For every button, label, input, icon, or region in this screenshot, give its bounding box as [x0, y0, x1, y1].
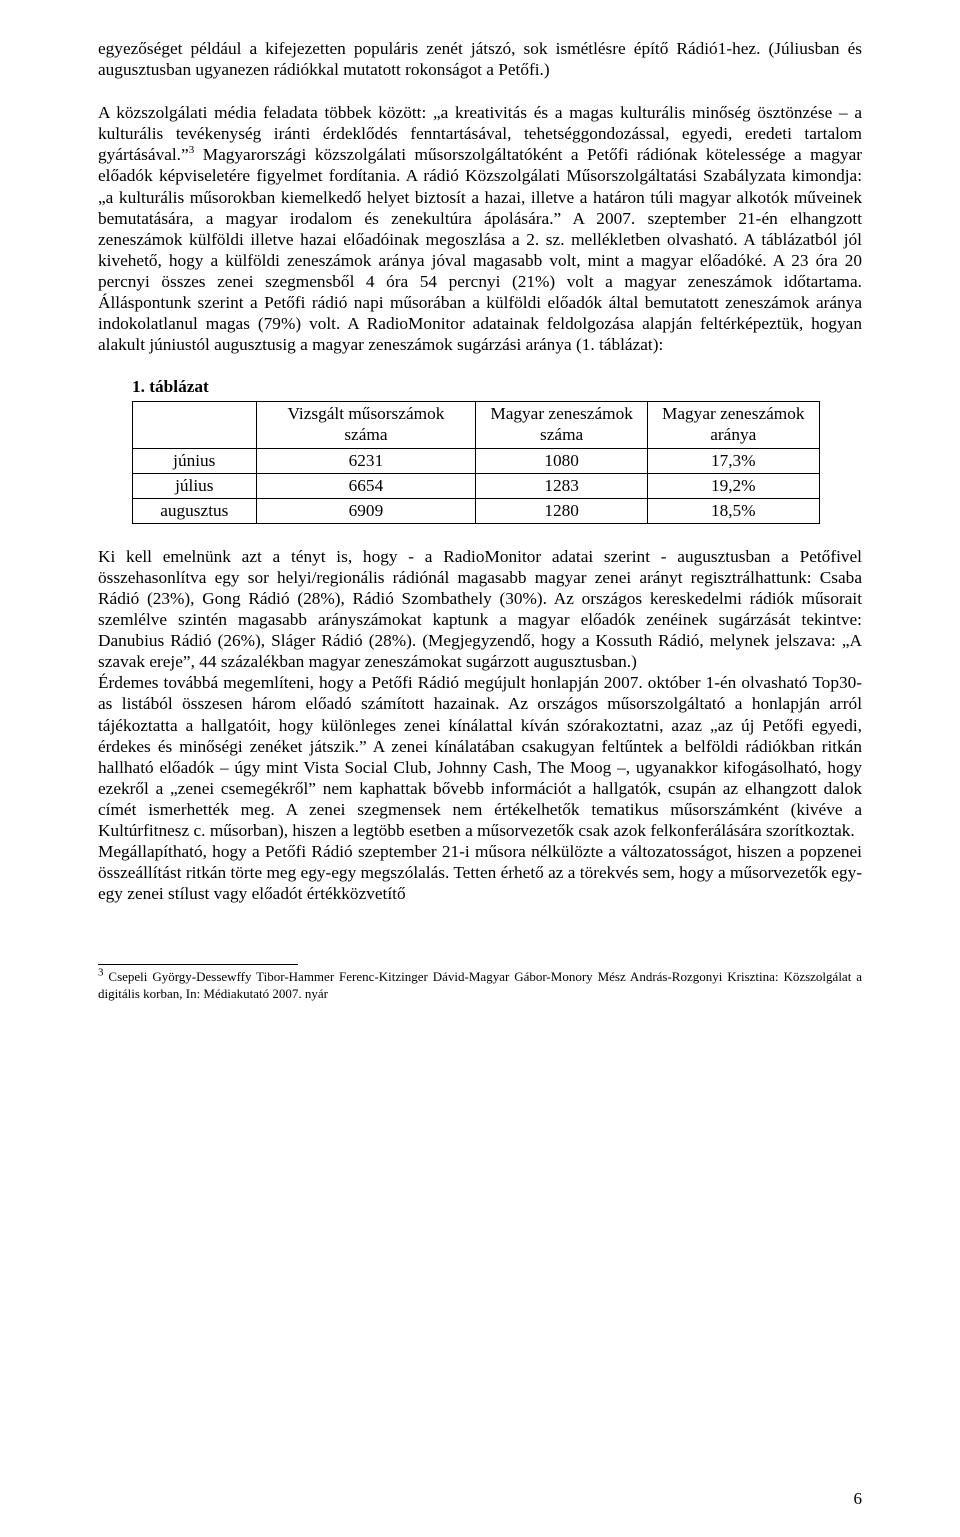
table-cell: 19,2%: [647, 473, 819, 498]
footnote-3: 3 Csepeli György-Dessewffy Tibor-Hammer …: [98, 969, 862, 1002]
table-cell: 1080: [476, 448, 648, 473]
table-cell: 6654: [256, 473, 476, 498]
table-cell: augusztus: [133, 498, 257, 523]
paragraph-5: Megállapítható, hogy a Petőfi Rádió szep…: [98, 841, 862, 904]
table-header-row: Vizsgált műsorszámok száma Magyar zenesz…: [133, 402, 820, 449]
table-cell: 1280: [476, 498, 648, 523]
footnote-separator: [98, 964, 298, 965]
table-header-hungarian-ratio: Magyar zeneszámok aránya: [647, 402, 819, 449]
data-table: Vizsgált műsorszámok száma Magyar zenesz…: [132, 401, 820, 524]
table-cell: július: [133, 473, 257, 498]
table-block: 1. táblázat Vizsgált műsorszámok száma M…: [98, 377, 862, 524]
table-cell: 1283: [476, 473, 648, 498]
table-cell: 6231: [256, 448, 476, 473]
paragraph-1: egyezőséget például a kifejezetten popul…: [98, 38, 862, 80]
paragraph-4: Érdemes továbbá megemlíteni, hogy a Pető…: [98, 672, 862, 841]
table-cell: 6909: [256, 498, 476, 523]
document-page: egyezőséget például a kifejezetten popul…: [0, 0, 960, 1537]
paragraph-3: Ki kell emelnünk azt a tényt is, hogy - …: [98, 546, 862, 673]
page-number: 6: [854, 1489, 863, 1509]
footnote-text: Csepeli György-Dessewffy Tibor-Hammer Fe…: [98, 969, 862, 1000]
table-cell: 18,5%: [647, 498, 819, 523]
table-header-examined: Vizsgált műsorszámok száma: [256, 402, 476, 449]
table-header-blank: [133, 402, 257, 449]
table-header-hungarian-count: Magyar zeneszámok száma: [476, 402, 648, 449]
table-cell: 17,3%: [647, 448, 819, 473]
table-row: augusztus 6909 1280 18,5%: [133, 498, 820, 523]
table-row: július 6654 1283 19,2%: [133, 473, 820, 498]
table-row: június 6231 1080 17,3%: [133, 448, 820, 473]
paragraph-2: A közszolgálati média feladata többek kö…: [98, 102, 862, 355]
table-title: 1. táblázat: [132, 377, 862, 397]
paragraph-2-post: Magyarországi közszolgálati műsorszolgál…: [98, 145, 862, 354]
table-cell: június: [133, 448, 257, 473]
